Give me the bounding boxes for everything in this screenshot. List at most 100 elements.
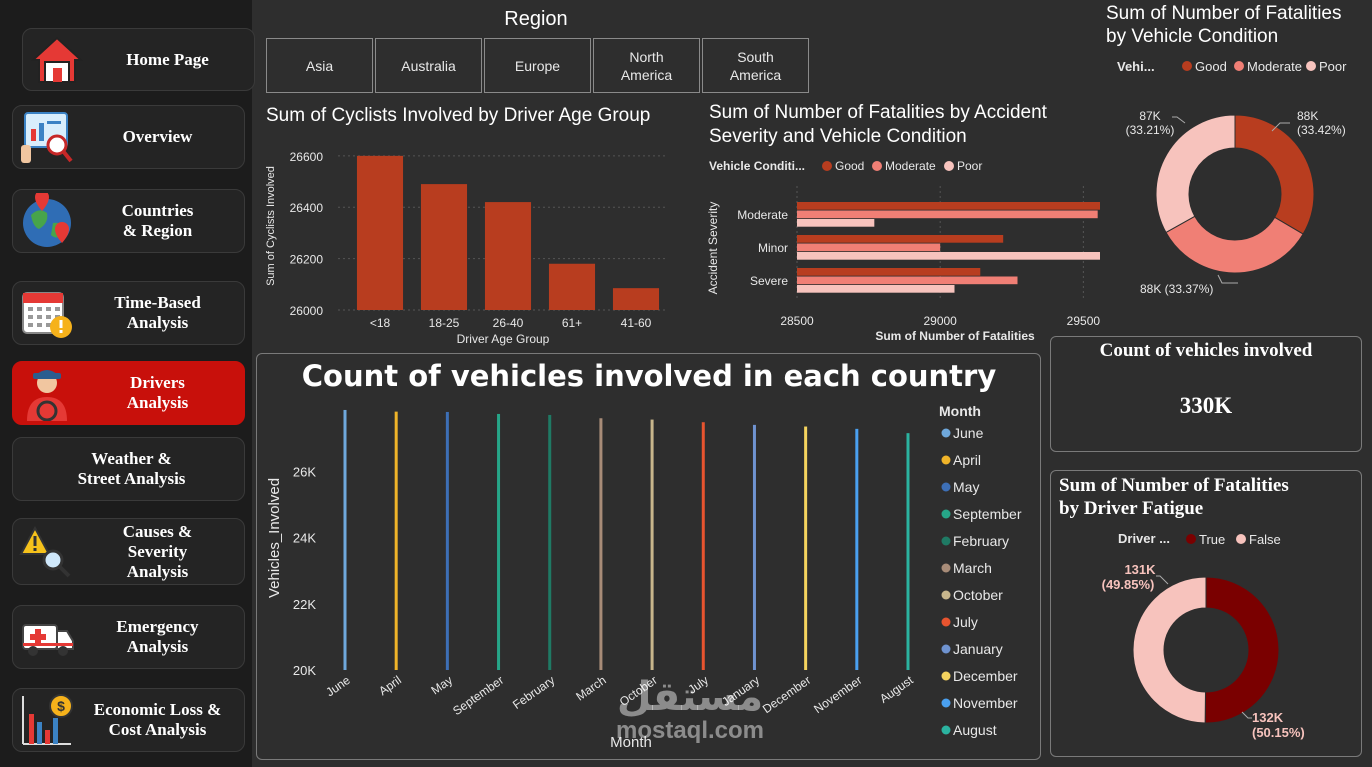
y-axis-label: Accident Severity bbox=[706, 202, 720, 295]
bar bbox=[797, 276, 1018, 285]
legend-label: October bbox=[953, 587, 1003, 603]
bar bbox=[797, 235, 1004, 243]
legend-label: January bbox=[953, 641, 1003, 657]
nav-home-page[interactable]: Home Page bbox=[22, 28, 255, 91]
y-tick-label: 26200 bbox=[290, 253, 324, 267]
donut-slice bbox=[1165, 215, 1304, 274]
month-bar bbox=[548, 414, 552, 670]
region-option-north-america[interactable]: North America bbox=[593, 38, 700, 93]
severity-chart: Vehicle Conditi... Good Moderate Poor 28500 2… bbox=[706, 159, 1100, 343]
month-bar bbox=[701, 422, 705, 670]
nav-countries-region[interactable]: Countries & Region bbox=[12, 189, 245, 253]
legend-title: Vehi... bbox=[1117, 59, 1155, 74]
kpi-title: Count of vehicles involved bbox=[1099, 340, 1313, 361]
legend-label: Poor bbox=[957, 159, 982, 173]
legend-marker bbox=[941, 671, 951, 681]
region-option-line: North bbox=[629, 48, 664, 65]
bar bbox=[612, 288, 660, 310]
nav-drivers-analysis[interactable]: Drivers Analysis bbox=[12, 361, 245, 425]
bar bbox=[797, 243, 941, 252]
fatigue-donut-chart: Driver ... True False 131K(49.85%) 132K(50.1… bbox=[1102, 531, 1305, 740]
house-icon bbox=[29, 32, 85, 88]
legend-label: May bbox=[953, 479, 979, 495]
legend-marker bbox=[941, 617, 951, 627]
month-bar bbox=[650, 419, 654, 670]
region-title: Region bbox=[504, 8, 568, 30]
region-option-australia[interactable]: Australia bbox=[375, 38, 482, 93]
nav-time-based-analysis[interactable]: Time-Based Analysis bbox=[12, 281, 245, 345]
x-tick-label: July bbox=[685, 673, 711, 697]
nav-causes-severity-analysis[interactable]: Causes & Severity Analysis bbox=[12, 518, 245, 585]
x-tick-label: November bbox=[811, 673, 864, 716]
x-tick-label: 29000 bbox=[923, 314, 957, 328]
month-bar bbox=[906, 433, 910, 670]
nav-label-line: Analysis bbox=[126, 393, 189, 412]
y-axis-label: Vehicles_Involved bbox=[266, 478, 283, 598]
legend-label: Good bbox=[835, 159, 864, 173]
legend-label: March bbox=[953, 560, 992, 576]
driver-icon bbox=[19, 365, 75, 422]
data-label: 88K (33.37%) bbox=[1140, 282, 1213, 296]
fatigue-title-line-2: by Driver Fatigue bbox=[1059, 498, 1204, 519]
legend-marker bbox=[941, 563, 951, 573]
severity-title-line-2: Severity and Vehicle Condition bbox=[709, 126, 967, 147]
x-tick-label: March bbox=[573, 673, 608, 704]
bar bbox=[484, 202, 532, 310]
kpi-value: 330K bbox=[1179, 393, 1233, 418]
x-tick-label: <18 bbox=[370, 316, 391, 330]
donut-slice bbox=[1234, 114, 1315, 235]
country-chart-panel bbox=[256, 353, 1041, 760]
y-tick-label: 26600 bbox=[290, 150, 324, 164]
nav-label-line: Analysis bbox=[126, 313, 189, 332]
age-chart-title: Sum of Cyclists Involved by Driver Age G… bbox=[266, 105, 651, 126]
legend-marker bbox=[822, 161, 832, 171]
nav-label-line: Analysis bbox=[126, 637, 189, 656]
region-option-line: America bbox=[729, 66, 782, 83]
data-label: (33.21%) bbox=[1126, 123, 1175, 137]
y-tick-label: 26000 bbox=[290, 304, 324, 318]
legend-title: Vehicle Conditi... bbox=[709, 159, 805, 173]
condition-title-line-2: by Vehicle Condition bbox=[1106, 26, 1279, 47]
region-option-south-america[interactable]: South America bbox=[702, 38, 809, 93]
bar bbox=[797, 210, 1098, 219]
month-bar bbox=[752, 424, 756, 670]
svg-text:$: $ bbox=[57, 698, 65, 714]
globe-pin-icon bbox=[19, 190, 75, 249]
leader-line bbox=[1271, 122, 1290, 132]
nav-economic-loss-cost-analysis[interactable]: $ Economic Loss & Cost Analysis bbox=[12, 688, 245, 752]
leader-line bbox=[1241, 711, 1252, 719]
nav-weather-street-analysis[interactable]: Weather & Street Analysis bbox=[12, 437, 245, 501]
y-tick-label: 26400 bbox=[290, 201, 324, 215]
nav-label-line: Severity bbox=[127, 541, 188, 561]
region-option-line: Australia bbox=[401, 57, 456, 74]
data-label: (49.85%) bbox=[1102, 577, 1155, 592]
region-option-label: Asia bbox=[306, 57, 333, 75]
ambulance-icon bbox=[19, 609, 75, 665]
legend-label: September bbox=[953, 506, 1022, 522]
region-option-asia[interactable]: Asia bbox=[266, 38, 373, 93]
legend-label: Moderate bbox=[885, 159, 936, 173]
calendar-alert-icon bbox=[19, 285, 75, 341]
kpi-card: Count of vehicles involved 330K bbox=[1050, 336, 1362, 452]
legend-label: Poor bbox=[1319, 59, 1347, 74]
nav-overview[interactable]: Overview bbox=[12, 105, 245, 169]
x-tick-label: 61+ bbox=[562, 316, 582, 330]
x-tick-label: 18-25 bbox=[429, 316, 460, 330]
legend-marker bbox=[944, 161, 954, 171]
nav-label-line: Cost Analysis bbox=[108, 720, 207, 739]
severity-chart-title: Sum of Number of Fatalities by Accident … bbox=[709, 101, 1047, 149]
nav-label: Weather & Street Analysis bbox=[23, 449, 240, 489]
fatigue-title-line-1: Sum of Number of Fatalities bbox=[1059, 475, 1289, 496]
x-tick-label: April bbox=[376, 673, 404, 698]
leader-line bbox=[1172, 116, 1186, 124]
nav-emergency-analysis[interactable]: Emergency Analysis bbox=[12, 605, 245, 669]
legend-marker bbox=[941, 698, 951, 708]
nav-label-line: Causes & bbox=[122, 521, 193, 541]
x-tick-label: June bbox=[323, 673, 353, 700]
nav-label-line: & Region bbox=[122, 221, 193, 240]
legend-marker bbox=[1236, 534, 1246, 544]
region-option-europe[interactable]: Europe bbox=[484, 38, 591, 93]
condition-title-line-1: Sum of Number of Fatalities bbox=[1106, 3, 1342, 24]
